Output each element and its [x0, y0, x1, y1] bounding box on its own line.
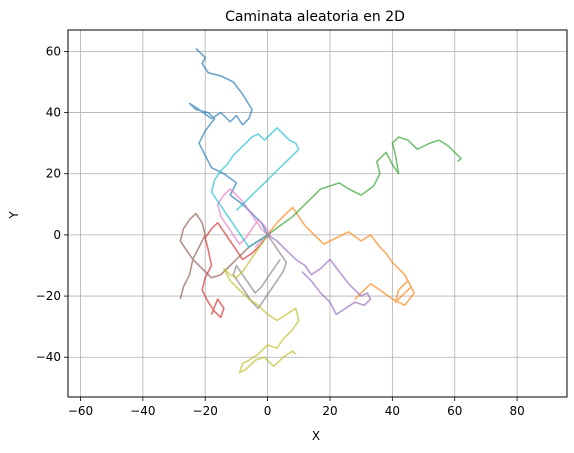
x-tick-label: −40 — [130, 404, 155, 418]
walk-line-1 — [188, 47, 269, 236]
walk-line-7 — [216, 188, 272, 248]
walk-series — [179, 47, 462, 374]
walk-line-8 — [232, 234, 288, 310]
grid-lines — [68, 30, 567, 397]
walk-line-4 — [201, 221, 269, 319]
walk-line-6 — [179, 212, 269, 300]
y-tick-label: 0 — [53, 228, 61, 242]
x-tick-label: −20 — [193, 404, 218, 418]
x-tick-label: 20 — [322, 404, 337, 418]
chart-title: Caminata aleatoria en 2D — [225, 9, 405, 25]
walk-line-2 — [266, 206, 416, 307]
y-tick-label: 40 — [46, 106, 61, 120]
y-tick-label: −20 — [36, 289, 61, 303]
x-tick-label: 60 — [447, 404, 462, 418]
plot-frame — [67, 29, 568, 398]
y-axis-ticks: −40 −20 0 20 40 60 — [36, 44, 68, 364]
walk-line-3 — [267, 136, 462, 236]
walk-line-9 — [223, 234, 300, 374]
y-tick-label: 60 — [46, 44, 61, 58]
x-axis-ticks: −60 −40 −20 0 20 40 60 80 — [68, 397, 525, 418]
x-tick-label: 0 — [264, 404, 272, 418]
x-tick-label: 80 — [509, 404, 524, 418]
y-tick-label: −40 — [36, 350, 61, 364]
y-tick-label: 20 — [46, 167, 61, 181]
walk-line-10 — [210, 127, 300, 248]
walk-line-5 — [267, 234, 372, 316]
x-tick-label: −60 — [68, 404, 93, 418]
x-tick-label: 40 — [385, 404, 400, 418]
y-axis-label: Y — [7, 211, 21, 220]
x-axis-label: X — [312, 429, 320, 443]
